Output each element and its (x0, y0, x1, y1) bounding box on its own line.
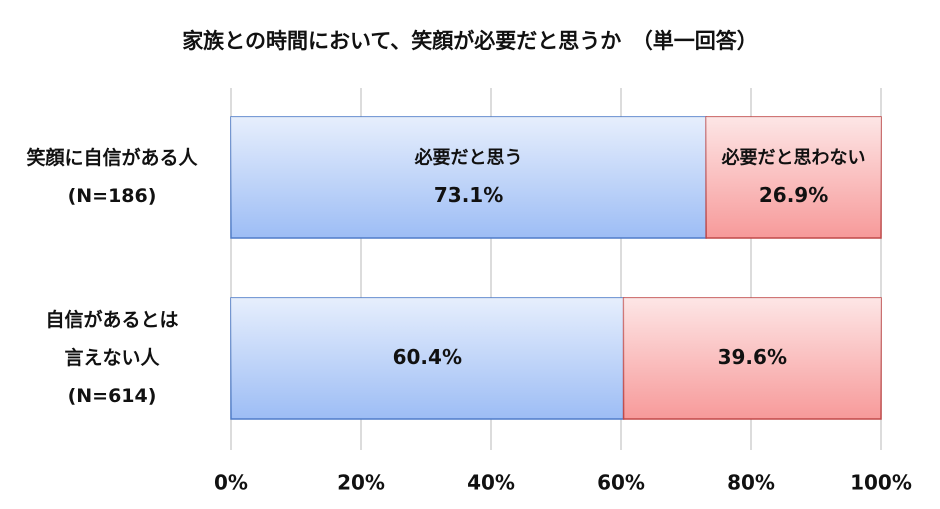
series-label: 必要だと思わない (721, 147, 866, 169)
data-label: 73.1% (434, 183, 503, 207)
x-tick-label: 0% (214, 471, 248, 495)
x-tick-label: 40% (467, 471, 515, 495)
data-label: 26.9% (759, 183, 828, 207)
bar-shine (231, 117, 707, 238)
series-label: 必要だと思う (414, 147, 523, 169)
y-tick-label: 笑顔に自信がある人 (26, 146, 198, 169)
bar-shine (231, 298, 624, 419)
x-tick-label: 100% (850, 471, 912, 495)
data-label: 60.4% (393, 345, 462, 369)
bar-shine (623, 298, 881, 419)
data-label: 39.6% (718, 345, 787, 369)
x-tick-label: 20% (337, 471, 385, 495)
y-tick-label: 言えない人 (64, 346, 160, 369)
y-tick-label: (N=186) (68, 185, 157, 207)
x-tick-label: 80% (727, 471, 775, 495)
x-tick-label: 60% (597, 471, 645, 495)
y-tick-label: (N=614) (68, 385, 157, 407)
y-tick-label: 自信があるとは (45, 308, 178, 331)
bar-shine (706, 117, 881, 238)
chart-title: 家族との時間において、笑顔が必要だと思うか （単一回答） (182, 29, 758, 53)
